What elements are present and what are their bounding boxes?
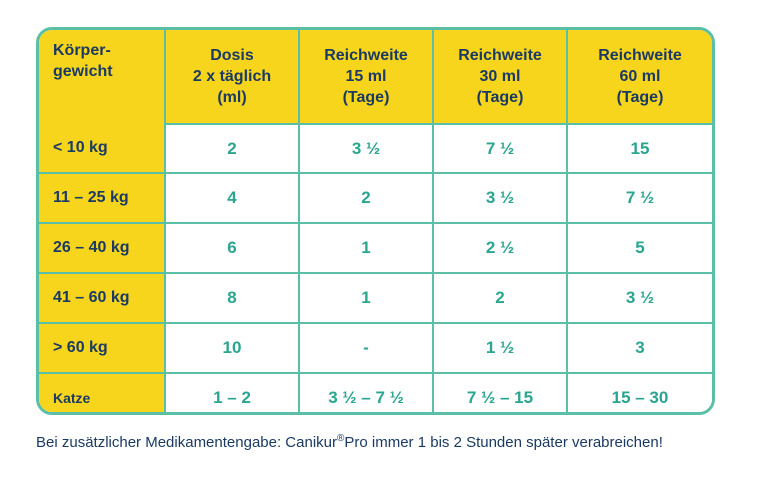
table-row: > 60 kg 10 - 1 ½ 3 <box>39 322 712 374</box>
dosage-table-container: Körper- gewicht Dosis 2 x täglich (ml) R… <box>36 27 715 415</box>
registered-mark: ® <box>337 433 345 444</box>
table-cell: 5 <box>566 222 712 274</box>
note-text-before: Bei zusätzlicher Medikamentengabe: Canik… <box>36 434 337 451</box>
table-cell: 15 <box>566 123 712 174</box>
table-cell: 2 <box>298 172 434 224</box>
table-cell: 15 – 30 <box>566 372 712 412</box>
table-cell: 3 ½ <box>566 272 712 324</box>
note-text-after: Pro immer 1 bis 2 Stunden später verabre… <box>344 434 663 451</box>
table-row: 41 – 60 kg 8 1 2 3 ½ <box>39 272 712 324</box>
table-cell: 2 ½ <box>432 222 568 274</box>
table-cell: 1 <box>298 222 434 274</box>
table-cell: 6 <box>164 222 300 274</box>
table-cell: 3 ½ <box>298 123 434 174</box>
row-label: 26 – 40 kg <box>39 222 166 274</box>
table-cell: 1 ½ <box>432 322 568 374</box>
dosage-table: Körper- gewicht Dosis 2 x täglich (ml) R… <box>39 30 712 412</box>
table-row: 26 – 40 kg 6 1 2 ½ 5 <box>39 222 712 274</box>
row-label: > 60 kg <box>39 322 166 374</box>
table-cell: 10 <box>164 322 300 374</box>
row-label: 41 – 60 kg <box>39 272 166 324</box>
table-cell: 3 ½ – 7 ½ <box>298 372 434 412</box>
table-cell: - <box>298 322 434 374</box>
table-cell: 3 <box>566 322 712 374</box>
table-row: 11 – 25 kg 4 2 3 ½ 7 ½ <box>39 172 712 224</box>
table-row: Katze 1 – 2 3 ½ – 7 ½ 7 ½ – 15 15 – 30 <box>39 372 712 412</box>
table-cell: 1 – 2 <box>164 372 300 412</box>
table-cell: 7 ½ <box>566 172 712 224</box>
header-dose: Dosis 2 x täglich (ml) <box>164 30 300 124</box>
header-range-60ml: Reichweite 60 ml (Tage) <box>566 30 712 124</box>
header-range-15ml: Reichweite 15 ml (Tage) <box>298 30 434 124</box>
row-label: Katze <box>39 372 166 412</box>
table-cell: 3 ½ <box>432 172 568 224</box>
row-label: 11 – 25 kg <box>39 172 166 224</box>
medication-note: Bei zusätzlicher Medikamentengabe: Canik… <box>36 433 746 451</box>
table-row: < 10 kg 2 3 ½ 7 ½ 15 <box>39 123 712 174</box>
table-cell: 2 <box>164 123 300 174</box>
table-cell: 7 ½ – 15 <box>432 372 568 412</box>
table-cell: 4 <box>164 172 300 224</box>
table-cell: 1 <box>298 272 434 324</box>
row-label: < 10 kg <box>39 124 166 174</box>
table-cell: 7 ½ <box>432 123 568 174</box>
table-cell: 8 <box>164 272 300 324</box>
header-range-30ml: Reichweite 30 ml (Tage) <box>432 30 568 124</box>
table-header-row: Körper- gewicht Dosis 2 x täglich (ml) R… <box>39 30 712 124</box>
header-body-weight: Körper- gewicht <box>39 30 166 124</box>
table-cell: 2 <box>432 272 568 324</box>
